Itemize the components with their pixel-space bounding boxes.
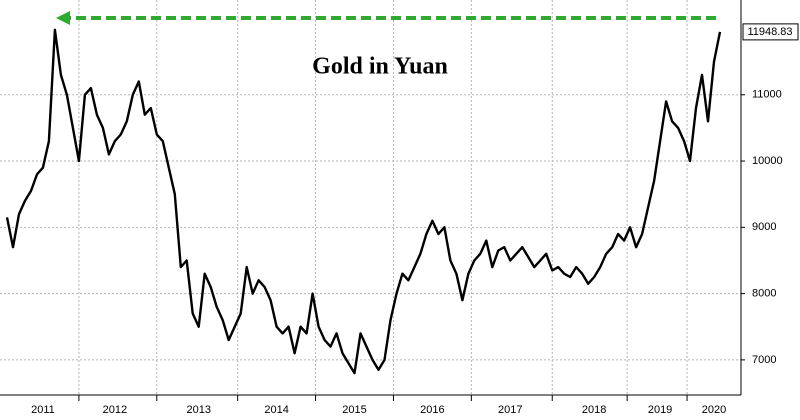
last-value-label: 11948.83	[747, 26, 792, 38]
x-tick-label: 2020	[702, 404, 726, 416]
y-tick-label: 10000	[752, 155, 783, 167]
x-tick-label: 2012	[103, 404, 127, 416]
x-tick-label: 2011	[31, 404, 55, 416]
last-value-box	[742, 23, 799, 41]
y-tick-label: 11000	[752, 89, 782, 101]
chart-title: Gold in Yuan	[312, 54, 448, 80]
grid	[0, 0, 741, 395]
y-tick-label: 7000	[752, 354, 776, 366]
y-tick-label: 8000	[752, 288, 776, 300]
x-tick-label: 2019	[648, 404, 672, 416]
arrow-head	[56, 11, 70, 25]
x-tick-label: 2015	[342, 404, 366, 416]
x-tick-label: 2013	[186, 404, 210, 416]
x-tick-label: 2018	[582, 404, 606, 416]
y-tick-label: 9000	[752, 221, 776, 233]
x-tick-label: 2014	[264, 404, 288, 416]
x-tick-label: 2016	[420, 404, 444, 416]
x-tick-label: 2017	[498, 404, 522, 416]
price-line	[5, 28, 722, 375]
